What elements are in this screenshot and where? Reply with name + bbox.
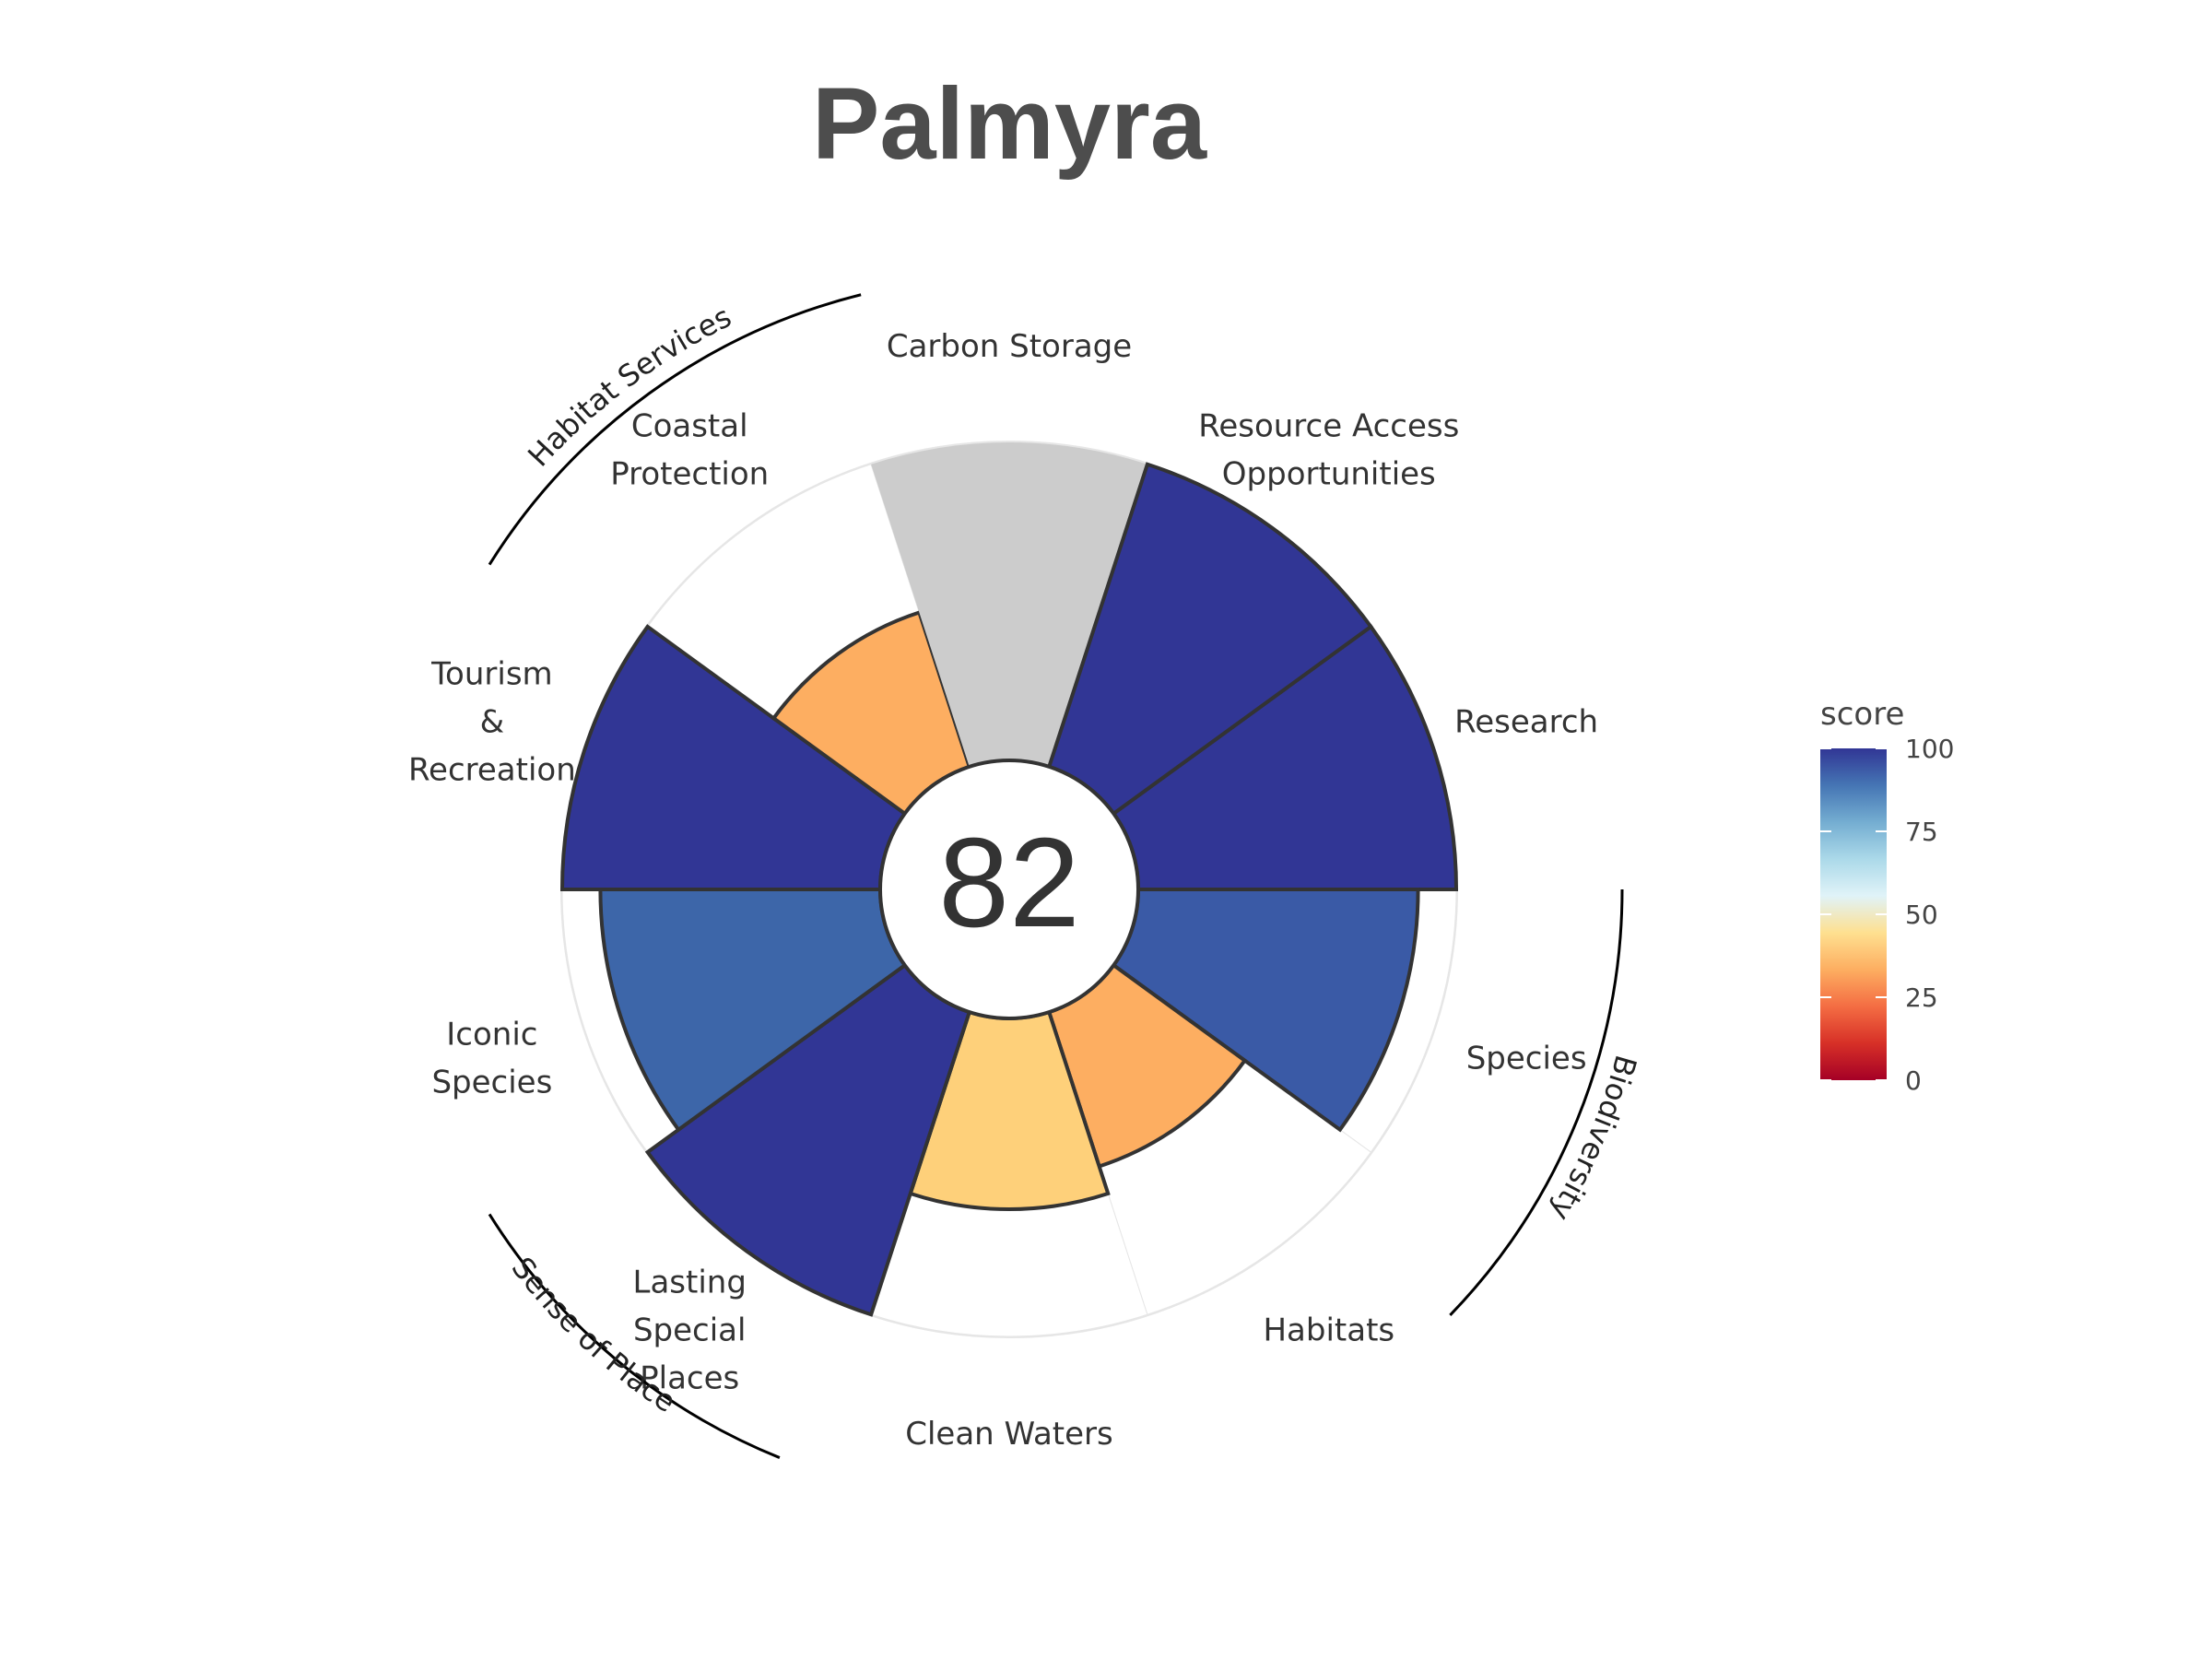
goal-label: Coastal Protection <box>610 408 769 493</box>
group-arc <box>488 293 862 566</box>
goal-label: Habitats <box>1263 1312 1394 1348</box>
goal-bar <box>871 442 1147 767</box>
group-arc <box>1449 888 1624 1316</box>
legend-tick-label: 0 <box>1905 1065 1922 1096</box>
goal-label: Research <box>1454 704 1598 741</box>
legend-tick-label: 25 <box>1905 982 1938 1013</box>
goal-label: Iconic Species <box>431 1016 552 1100</box>
goal-bars <box>559 442 1459 1317</box>
goal-label: Lasting Special Places <box>633 1264 747 1396</box>
group-label: Habitat Services <box>521 299 736 473</box>
group-arc <box>488 1213 781 1459</box>
color-legend: score 100 75 50 25 0 <box>1820 696 1954 1096</box>
legend-tick-label: 50 <box>1905 900 1938 930</box>
legend-title: score <box>1820 696 1904 733</box>
center-circle <box>878 759 1140 1020</box>
goal-label: Resource Access Opportunities <box>1198 408 1459 493</box>
goal-label: Tourism & Recreation <box>408 656 576 789</box>
goal-label: Clean Waters <box>905 1416 1113 1453</box>
legend-ticks: 100 75 50 25 0 <box>1820 734 1954 1096</box>
chart-title: Palmyra <box>812 67 1207 181</box>
goal-label: Carbon Storage <box>887 328 1132 365</box>
legend-tick-label: 100 <box>1905 734 1954 764</box>
goal-label: Species <box>1466 1040 1587 1077</box>
goal-labels: Research Species Habitats Clean Waters Lasti… <box>408 328 1598 1453</box>
polar-plot: Research Species Habitats Clean Waters Lasti… <box>408 293 1643 1459</box>
legend-tick-label: 75 <box>1905 817 1938 847</box>
overall-score: 82 <box>938 812 1080 954</box>
